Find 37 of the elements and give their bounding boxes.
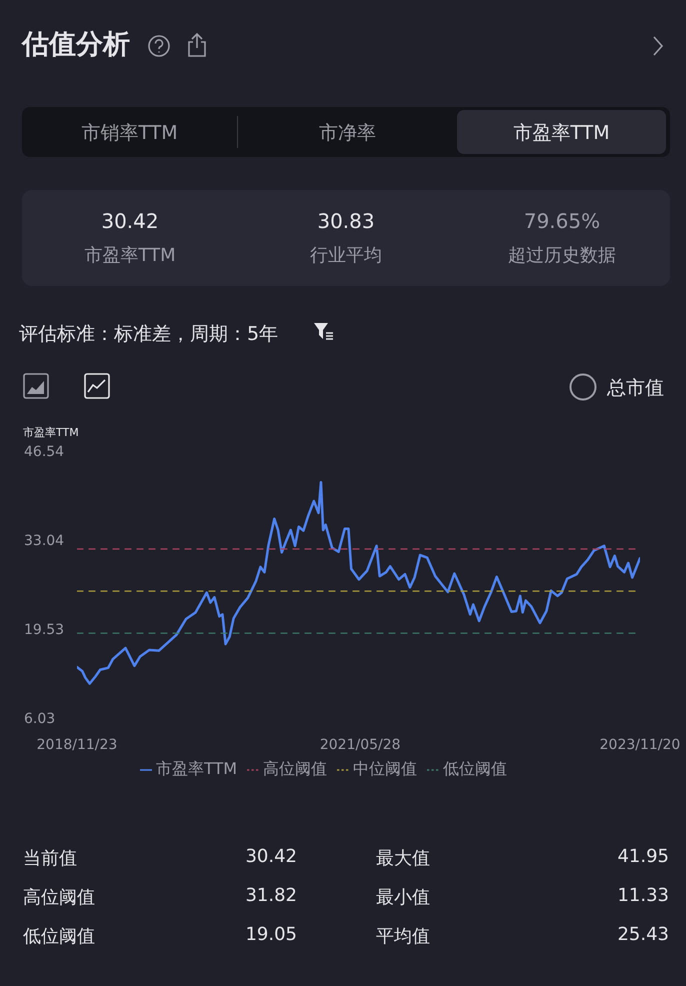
legend-label: 市盈率TTM xyxy=(156,759,238,778)
text: 高位阈值 xyxy=(23,886,95,909)
text: 30.42 xyxy=(100,209,160,233)
text: 总市值 xyxy=(607,376,664,401)
x-tick-label: 2023/11/20 xyxy=(600,736,680,753)
legend-label: 低位阈值 xyxy=(443,759,508,778)
text: 30.83 xyxy=(316,209,376,233)
x-tick-label: 2018/11/23 xyxy=(36,736,118,753)
text: 市盈率TTM xyxy=(512,121,611,146)
text: 行业平均 xyxy=(309,244,383,267)
text: 平均值 xyxy=(376,925,430,948)
text: 最小值 xyxy=(376,886,430,909)
legend-label: 中位阈值 xyxy=(353,759,418,778)
x-tick-label: 2021/05/28 xyxy=(320,736,401,753)
text: 最大值 xyxy=(376,847,430,870)
text: 30.42 xyxy=(245,846,297,867)
text: 超过历史数据 xyxy=(507,244,617,267)
text: 25.43 xyxy=(617,924,669,945)
text: 19.05 xyxy=(245,924,297,945)
line-series xyxy=(77,481,640,685)
y-tick-label: 33.04 xyxy=(24,532,64,549)
text: 31.82 xyxy=(245,885,297,906)
y-tick-label: 46.54 xyxy=(24,444,64,460)
text: 低位阈值 xyxy=(23,925,95,948)
text: 41.95 xyxy=(617,846,669,867)
text: 79.65% xyxy=(522,209,602,233)
chart-title: 估值分析 xyxy=(22,28,130,62)
text: 评估标准：标准差，周期：5年 xyxy=(19,322,278,347)
text: 市销率TTM xyxy=(80,121,179,146)
text: 市净率 xyxy=(318,121,377,146)
text: 市盈率TTM xyxy=(83,244,177,267)
y-tick-label: 19.53 xyxy=(24,622,64,638)
legend-label: 高位阈值 xyxy=(263,759,328,778)
text: 11.33 xyxy=(617,885,669,906)
text: 当前值 xyxy=(23,847,77,870)
y-tick-label: 6.03 xyxy=(24,710,56,727)
y-axis-title: 市盈率TTM xyxy=(23,425,79,440)
